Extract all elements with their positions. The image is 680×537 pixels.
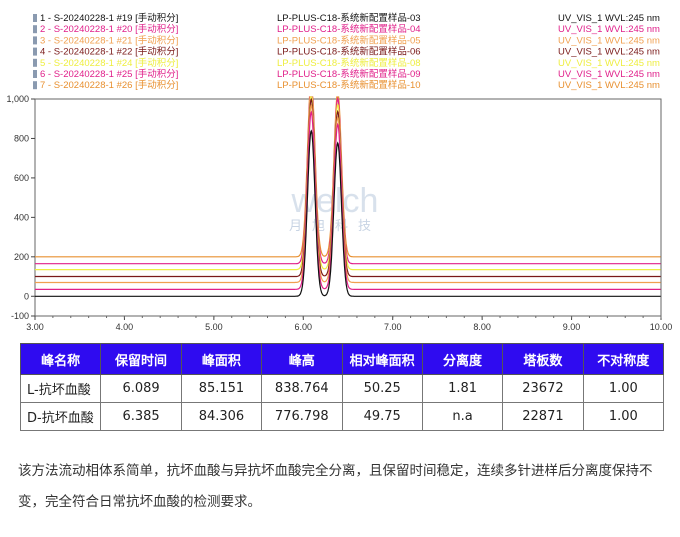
column-header: 分离度 [421, 343, 504, 375]
plot-frame [34, 98, 662, 317]
legend-entry-text: 4 - S-20240228-1 #22 [手动积分] [40, 46, 178, 58]
x-tick-label: 7.00 [384, 322, 402, 332]
table-cell: 84.306 [180, 402, 263, 431]
x-tick-label: 3.00 [26, 322, 44, 332]
legend-trace-icon [33, 58, 37, 67]
column-header: 峰高 [261, 343, 343, 375]
table-cell: 6.089 [100, 374, 182, 403]
legend-trace-icon [33, 70, 37, 78]
legend-entry-text: 6 - S-20240228-1 #25 [手动积分] [40, 68, 178, 80]
legend-entry-text: 7 - S-20240228-1 #26 [手动积分] [40, 79, 178, 91]
legend-trace-icon [33, 36, 37, 45]
column-header: 塔板数 [502, 343, 584, 375]
legend-entry-text: LP-PLUS-C18-系统新配置样品-08 [277, 57, 421, 69]
table-cell: 1.81 [421, 374, 504, 403]
column-header: 保留时间 [100, 343, 182, 375]
column-header: 相对峰面积 [341, 343, 423, 375]
legend-entry-text: LP-PLUS-C18-系统新配置样品-10 [277, 79, 421, 91]
table-row: D-抗坏血酸 6.385 84.306 776.798 49.75 n.a 22871 1.0… [19, 402, 665, 431]
column-header: 峰名称 [19, 343, 102, 375]
legend-entry-text: LP-PLUS-C18-系统新配置样品-09 [277, 68, 421, 80]
table-cell: 85.151 [180, 374, 263, 403]
y-tick-label: 800 [14, 133, 29, 143]
x-tick-label: 5.00 [205, 322, 223, 332]
legend-entry-text: UV_VIS_1 WVL:245 nm [558, 47, 660, 58]
peak-results-table: 峰名称 保留时间 峰面积 峰高 相对峰面积 分离度 塔板数 不对称度 L-抗坏血酸 6.089 8… [19, 343, 665, 431]
legend-entry-text: UV_VIS_1 WVL:245 nm [558, 69, 660, 80]
table-cell: 1.00 [582, 402, 665, 431]
table-cell: 23672 [502, 374, 584, 403]
legend-entry-text: LP-PLUS-C18-系统新配置样品-04 [277, 23, 421, 35]
table-cell: n.a [421, 402, 504, 431]
x-tick-label: 6.00 [295, 322, 313, 332]
legend-entry-text: UV_VIS_1 WVL:245 nm [558, 24, 660, 35]
legend-entry-text: LP-PLUS-C18-系统新配置样品-03 [277, 12, 421, 24]
legend-trace-icon [33, 14, 37, 22]
x-tick-label: 9.00 [563, 322, 581, 332]
legend-trace-icon [33, 47, 37, 56]
x-tick-label: 8.00 [473, 322, 491, 332]
x-tick-label: 4.00 [116, 322, 134, 332]
chromatogram-trace-4 [35, 97, 661, 278]
y-tick-label: 200 [14, 252, 29, 262]
legend-entry-text: 3 - S-20240228-1 #21 [手动积分] [40, 34, 178, 46]
table-cell: 1.00 [582, 374, 665, 403]
legend-entry-text: LP-PLUS-C18-系统新配置样品-05 [277, 34, 421, 46]
legend-entry-text: 5 - S-20240228-1 #24 [手动积分] [40, 57, 178, 69]
y-tick-label: 0 [24, 291, 29, 301]
table-cell: 776.798 [261, 402, 343, 431]
legend-entry-text: UV_VIS_1 WVL:245 nm [558, 58, 660, 69]
chromatogram-trace-5 [35, 96, 661, 271]
legend-entry-text: UV_VIS_1 WVL:245 nm [558, 35, 660, 46]
table-cell: 6.385 [100, 402, 182, 431]
legend-entry-text: LP-PLUS-C18-系统新配置样品-06 [277, 46, 421, 58]
legend-entry-text: UV_VIS_1 WVL:245 nm [558, 13, 660, 24]
chromatogram-chart: 1 - S-20240228-1 #19 [手动积分] LP-PLUS-C18-系… [6, 12, 673, 332]
welch-watermark-subtitle: 月旭科技 [289, 218, 381, 233]
column-header: 不对称度 [582, 343, 665, 375]
chromatogram-trace-2 [35, 110, 661, 290]
table-cell: 838.764 [261, 374, 343, 403]
table-cell: 49.75 [341, 402, 423, 431]
y-tick-label: 600 [14, 173, 29, 183]
table-cell: D-抗坏血酸 [19, 402, 102, 431]
table-row: L-抗坏血酸 6.089 85.151 838.764 50.25 1.81 23672 1.… [19, 374, 665, 403]
legend-entry-text: 2 - S-20240228-1 #20 [手动积分] [40, 23, 178, 35]
y-tick-label: 400 [14, 212, 29, 222]
x-tick-label: 10.00 [650, 322, 673, 332]
conclusion-paragraph: 该方法流动相体系简单，抗坏血酸与异抗坏血酸完全分离，且保留时间稳定，连续多针进样… [18, 463, 653, 510]
table-cell: L-抗坏血酸 [19, 374, 102, 403]
legend-trace-icon [33, 25, 37, 34]
table-cell: 50.25 [341, 374, 423, 403]
y-tick-label: -100 [11, 311, 29, 321]
chromatogram-trace-6 [35, 96, 661, 265]
table-header-row: 峰名称 保留时间 峰面积 峰高 相对峰面积 分离度 塔板数 不对称度 [19, 343, 665, 375]
legend-trace-icon [33, 81, 37, 90]
chromatogram-trace-7 [35, 96, 661, 258]
y-tick-label: 1,000 [6, 94, 29, 104]
legend-entry-text: UV_VIS_1 WVL:245 nm [558, 80, 660, 91]
table-cell: 22871 [502, 402, 584, 431]
chromatogram-trace-1 [35, 129, 661, 297]
column-header: 峰面积 [180, 343, 263, 375]
chromatogram-trace-3 [35, 103, 661, 284]
legend-entry-text: 1 - S-20240228-1 #19 [手动积分] [40, 12, 178, 24]
